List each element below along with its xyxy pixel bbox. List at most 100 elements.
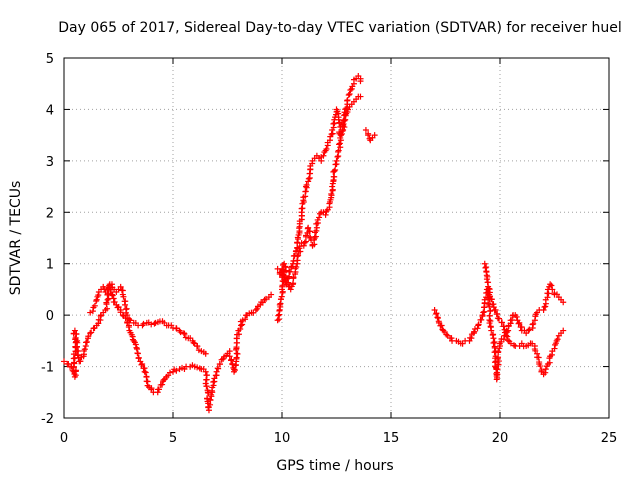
data-point [91,302,98,309]
data-point [135,354,142,361]
data-point [115,303,122,310]
data-point [294,239,301,246]
data-point [496,315,503,322]
tick-layer: 0 5 10 15 20 25 -2 -1 0 1 2 3 4 5 [41,52,617,446]
data-point [117,283,124,290]
data-point [475,321,482,328]
data-point [226,348,233,355]
data-point [268,291,275,298]
data-point [331,173,338,180]
data-point [499,319,506,326]
y-tick-label: 2 [46,206,54,221]
data-point [554,336,561,343]
y-tick-label: 3 [46,155,54,170]
data-point [93,296,100,303]
data-point [287,268,294,275]
data-point [85,333,92,340]
y-tick-label: -2 [41,412,54,427]
data-point [526,326,533,333]
data-point [362,127,369,133]
data-point [194,343,201,350]
data-point [108,291,115,298]
data-point [549,286,556,293]
data-point [434,315,441,322]
data-point [288,264,295,271]
data-point [252,307,259,313]
data-point [141,368,148,375]
data-point [160,376,167,383]
data-point [345,92,352,99]
data-point [155,386,162,393]
data-point [95,292,102,299]
data-point [122,301,129,308]
data-point [120,293,127,300]
data-point [275,312,282,319]
data-point [336,119,343,126]
data-point [339,128,346,135]
data-point [336,140,343,147]
data-point [306,228,313,235]
data-point [291,252,298,259]
data-point [322,211,329,218]
y-tick-label: 4 [46,103,54,118]
data-point [312,233,319,240]
data-point [489,301,496,308]
data-point [202,380,209,387]
data-point [494,361,501,368]
data-point [542,366,549,373]
data-point [103,299,110,306]
data-point [340,127,347,133]
data-point [124,312,131,319]
data-point [75,354,82,361]
data-point [159,381,166,388]
data-point [320,152,327,159]
data-point [177,329,184,336]
data-point [483,276,490,283]
data-point [503,332,510,339]
data-point [331,168,338,175]
data-point [301,239,308,246]
data-point [431,307,438,313]
data-point [347,86,354,93]
data-point [494,310,501,317]
y-axis-label: SDTVAR / TECUs [8,181,24,296]
data-point [132,341,139,348]
data-point [274,317,281,324]
data-point [500,323,507,330]
data-point [433,311,440,318]
data-point [83,338,90,345]
data-point [107,288,114,295]
data-point [481,260,488,267]
plot-frame [63,57,610,419]
data-point [276,301,283,308]
x-tick-label: 25 [601,431,618,446]
data-point [323,208,330,215]
data-point [504,337,511,344]
data-point [300,242,307,249]
data-point [213,368,220,375]
data-point [530,320,537,327]
data-point [281,260,288,267]
data-point [211,375,218,382]
data-point [560,327,567,334]
data-point [438,322,445,329]
data-point [77,358,84,365]
data-point [342,106,349,113]
data-point [288,263,295,270]
data-point [343,105,350,112]
data-point [202,368,209,375]
data-point [471,328,478,335]
data-point [330,120,337,127]
data-point [313,224,320,231]
data-point [337,132,344,139]
y-tick-label: 0 [46,309,54,324]
data-point [237,326,244,333]
data-point [357,93,364,100]
data-point [305,224,312,231]
data-point [365,132,372,139]
data-point [88,329,95,336]
data-point [242,316,249,323]
data-point [541,304,548,311]
data-point [486,320,493,327]
